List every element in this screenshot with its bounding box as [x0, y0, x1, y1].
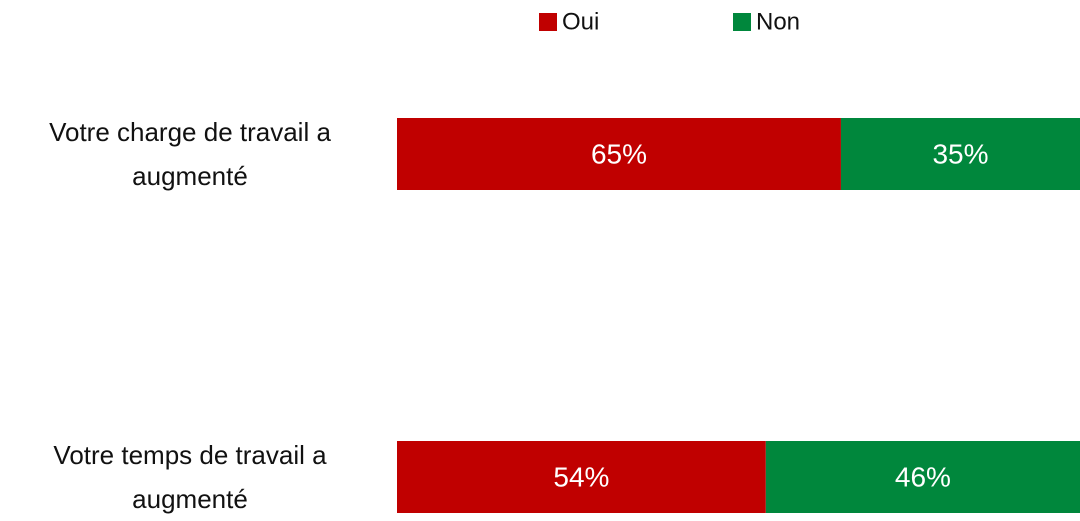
bar-segment [765, 441, 1080, 513]
value-label: 65% [591, 139, 647, 170]
bar-segment [840, 118, 1080, 190]
legend-label: Oui [562, 9, 599, 36]
bar-segment [397, 118, 841, 190]
value-label: 54% [553, 462, 609, 493]
value-label: 35% [932, 139, 988, 170]
legend-label: Non [756, 9, 800, 36]
value-label: 46% [895, 462, 951, 493]
legend-swatch [539, 13, 557, 31]
legend-swatch [733, 13, 751, 31]
category-label: Votre temps de travail a augmenté [53, 440, 327, 514]
bar-segment [397, 441, 766, 513]
category-label: Votre charge de travail a augmenté [49, 117, 331, 191]
